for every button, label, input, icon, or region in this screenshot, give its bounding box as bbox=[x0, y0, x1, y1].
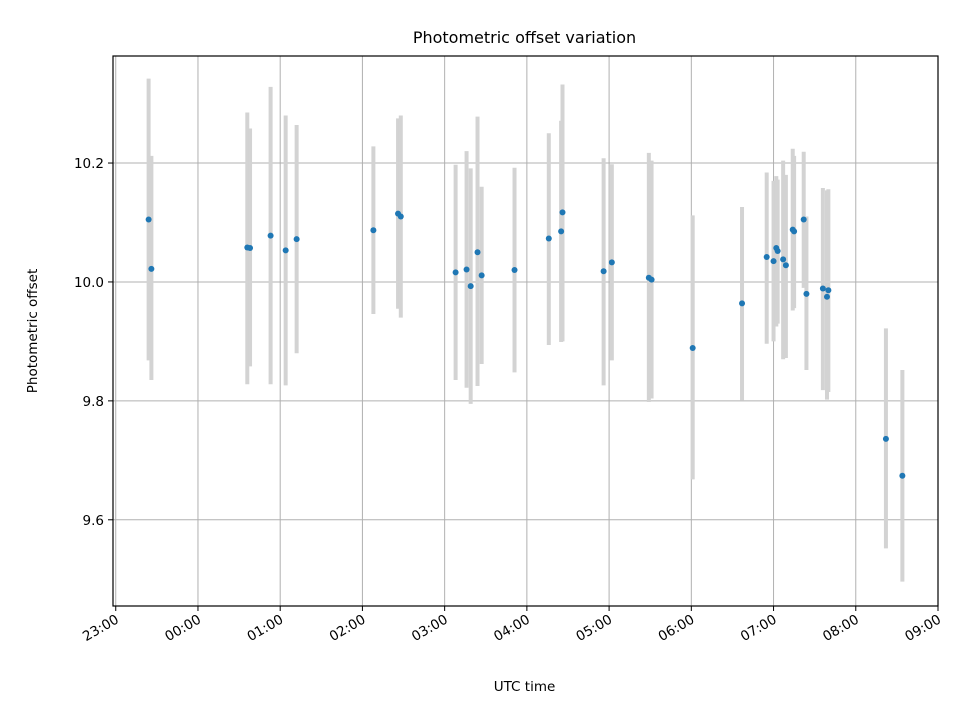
data-point bbox=[782, 262, 789, 269]
data-point bbox=[467, 283, 474, 290]
data-point bbox=[739, 300, 746, 307]
data-point bbox=[370, 227, 377, 234]
data-points bbox=[145, 209, 906, 479]
y-tick-label: 9.6 bbox=[83, 513, 104, 529]
y-tick-label: 10.2 bbox=[74, 156, 104, 172]
data-point bbox=[559, 209, 566, 216]
data-point bbox=[600, 268, 607, 275]
data-point bbox=[478, 272, 485, 279]
data-point bbox=[474, 249, 481, 256]
data-point bbox=[819, 285, 826, 292]
data-point bbox=[800, 216, 807, 223]
data-point bbox=[558, 228, 565, 235]
data-point bbox=[145, 216, 152, 223]
data-point bbox=[803, 290, 810, 297]
data-point bbox=[689, 344, 696, 351]
plot-frame bbox=[112, 55, 939, 607]
data-point bbox=[463, 266, 470, 273]
data-point bbox=[452, 269, 459, 276]
data-point bbox=[511, 267, 518, 274]
data-point bbox=[774, 248, 781, 255]
data-point bbox=[899, 472, 906, 479]
data-point bbox=[397, 213, 404, 220]
data-point bbox=[791, 228, 798, 235]
y-tick-label: 10.0 bbox=[74, 275, 104, 291]
data-point bbox=[267, 232, 274, 239]
data-point bbox=[770, 258, 777, 265]
data-point bbox=[882, 435, 889, 442]
data-point bbox=[247, 245, 254, 252]
data-point bbox=[780, 256, 787, 263]
data-point bbox=[825, 287, 832, 294]
data-point bbox=[545, 235, 552, 242]
data-point bbox=[648, 276, 655, 283]
data-point bbox=[763, 253, 770, 260]
data-point bbox=[148, 265, 155, 272]
chart-title: Photometric offset variation bbox=[413, 28, 636, 47]
y-tick-label: 9.8 bbox=[83, 394, 104, 410]
data-point bbox=[608, 259, 615, 266]
data-point bbox=[282, 247, 289, 254]
x-axis-label: UTC time bbox=[494, 679, 556, 695]
data-point bbox=[823, 293, 830, 300]
y-axis-label: Photometric offset bbox=[25, 269, 41, 393]
data-point bbox=[293, 236, 300, 243]
